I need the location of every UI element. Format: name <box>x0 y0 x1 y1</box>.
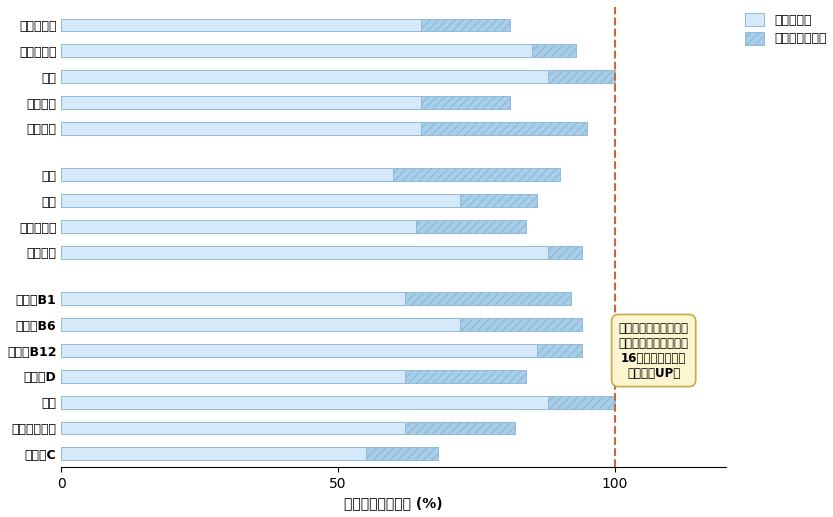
Bar <box>62 344 537 357</box>
Bar <box>405 293 571 306</box>
Bar <box>532 44 576 57</box>
Bar <box>62 220 416 233</box>
Bar <box>62 246 548 259</box>
Text: グラノーラスナックを
朝食に追加することで
16種類の栄養素の
充足率がUP！: グラノーラスナックを 朝食に追加することで 16種類の栄養素の 充足率がUP！ <box>619 322 689 379</box>
Bar <box>421 19 510 32</box>
Bar <box>62 318 460 331</box>
Legend: 普段の朝食, 介入による増加: 普段の朝食, 介入による増加 <box>746 13 826 45</box>
Bar <box>537 344 581 357</box>
Bar <box>405 370 526 383</box>
Bar <box>548 70 615 83</box>
Bar <box>421 96 510 109</box>
Bar <box>416 220 526 233</box>
Bar <box>460 318 581 331</box>
Bar <box>548 396 615 408</box>
Bar <box>62 421 405 434</box>
X-axis label: 朝食の栄養充足率 (%): 朝食の栄養充足率 (%) <box>344 496 443 510</box>
Bar <box>62 293 405 306</box>
Bar <box>62 447 366 460</box>
Bar <box>62 44 532 57</box>
Bar <box>460 194 537 207</box>
Bar <box>421 122 587 135</box>
Bar <box>405 421 516 434</box>
Bar <box>62 19 421 32</box>
Bar <box>62 370 405 383</box>
Bar <box>366 447 438 460</box>
Bar <box>62 96 421 109</box>
Bar <box>62 122 421 135</box>
Bar <box>62 194 460 207</box>
Bar <box>62 169 393 181</box>
Bar <box>62 396 548 408</box>
Bar <box>548 246 581 259</box>
Bar <box>62 70 548 83</box>
Bar <box>393 169 560 181</box>
